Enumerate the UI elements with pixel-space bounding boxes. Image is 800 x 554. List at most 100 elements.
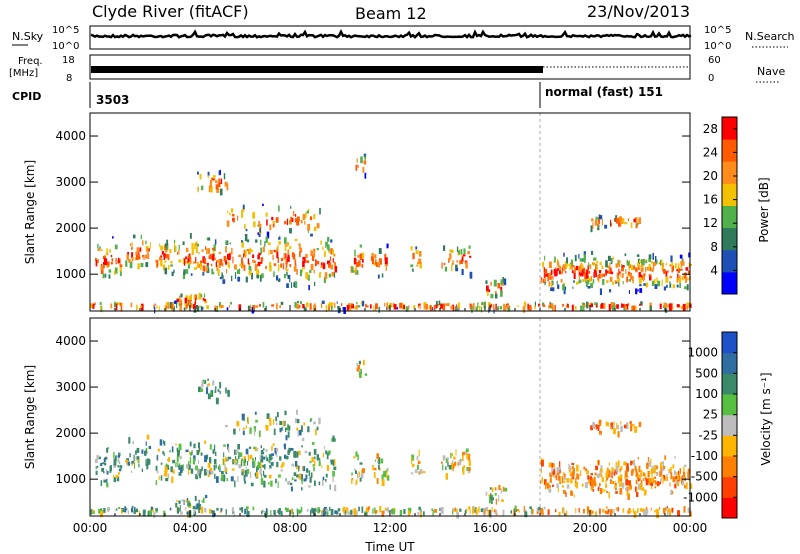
data-cell (627, 493, 630, 500)
data-cell (578, 265, 581, 273)
data-cell (602, 509, 605, 513)
data-cell (595, 465, 598, 471)
data-cell (561, 267, 564, 274)
data-cell (110, 303, 113, 309)
data-cell (552, 472, 556, 477)
data-cell (322, 476, 325, 481)
data-cell (610, 481, 613, 485)
data-cell (223, 452, 225, 458)
data-cell (653, 476, 657, 479)
data-cell (551, 463, 555, 468)
data-cell (458, 250, 461, 255)
data-cell (285, 455, 289, 460)
data-cell (662, 475, 664, 479)
data-cell (197, 442, 200, 449)
data-cell (281, 426, 283, 431)
data-cell (633, 460, 636, 466)
data-cell (322, 263, 326, 270)
data-cell (646, 266, 649, 271)
data-cell (674, 483, 677, 489)
data-cell (183, 499, 185, 506)
data-cell (462, 254, 466, 257)
data-cell (461, 256, 464, 262)
data-cell (185, 247, 189, 252)
data-cell (176, 507, 179, 514)
data-cell (313, 460, 316, 467)
data-cell (219, 302, 221, 308)
data-cell (196, 450, 200, 456)
data-cell (666, 477, 669, 481)
data-cell (198, 499, 200, 506)
data-cell (411, 454, 415, 461)
data-cell (630, 222, 633, 228)
data-cell (100, 305, 102, 312)
data-cell (356, 304, 358, 310)
data-cell (661, 262, 664, 268)
data-cell (207, 383, 210, 386)
data-cell (590, 225, 593, 233)
data-cell (99, 302, 102, 305)
data-cell (623, 304, 626, 308)
data-cell (206, 237, 208, 241)
data-cell (238, 254, 241, 258)
data-cell (198, 504, 202, 507)
data-cell (280, 464, 283, 468)
data-cell (286, 507, 289, 512)
data-cell (215, 397, 219, 405)
data-cell (231, 507, 234, 512)
data-cell (517, 305, 519, 308)
data-cell (255, 239, 258, 243)
x-tick-label: 12:00 (373, 521, 408, 535)
data-cell (281, 511, 283, 516)
data-cell (198, 508, 200, 513)
data-cell (178, 250, 180, 255)
data-cell (559, 461, 561, 468)
data-cell (672, 284, 676, 289)
data-cell (648, 274, 652, 277)
data-cell (686, 305, 688, 310)
data-cell (203, 258, 207, 265)
data-cell (410, 246, 413, 251)
data-cell (192, 505, 196, 510)
freq-tick-bottom: 8 (66, 73, 72, 84)
data-cell (130, 302, 133, 308)
data-cell (260, 247, 263, 254)
data-cell (268, 417, 272, 422)
data-cell (320, 262, 323, 266)
data-cell (594, 302, 597, 305)
data-cell (527, 303, 529, 310)
data-cell (184, 297, 187, 304)
data-cell (624, 222, 628, 225)
data-cell (602, 273, 606, 277)
data-cell (469, 255, 472, 258)
data-cell (523, 301, 527, 308)
data-cell (562, 507, 564, 514)
data-cell (586, 301, 589, 309)
data-cell (265, 508, 268, 515)
data-cell (310, 263, 314, 271)
data-cell (311, 442, 315, 445)
data-cell (234, 264, 237, 270)
data-cell (597, 274, 599, 281)
data-cell (147, 510, 150, 517)
data-cell (531, 508, 534, 515)
data-cell (357, 364, 361, 370)
data-cell (201, 381, 203, 385)
data-cell (265, 236, 268, 243)
data-cell (649, 302, 652, 307)
colorbar-segment (722, 456, 737, 478)
data-cell (648, 478, 650, 481)
data-cell (102, 273, 105, 279)
data-cell (256, 448, 259, 452)
data-cell (214, 305, 218, 311)
data-cell (357, 472, 359, 479)
data-cell (676, 475, 679, 480)
data-cell (583, 251, 586, 257)
data-cell (542, 304, 546, 307)
data-cell (278, 510, 281, 514)
data-cell (145, 448, 148, 454)
data-cell (273, 509, 276, 515)
data-cell (560, 271, 563, 275)
data-cell (638, 465, 641, 473)
data-cell (590, 473, 593, 476)
